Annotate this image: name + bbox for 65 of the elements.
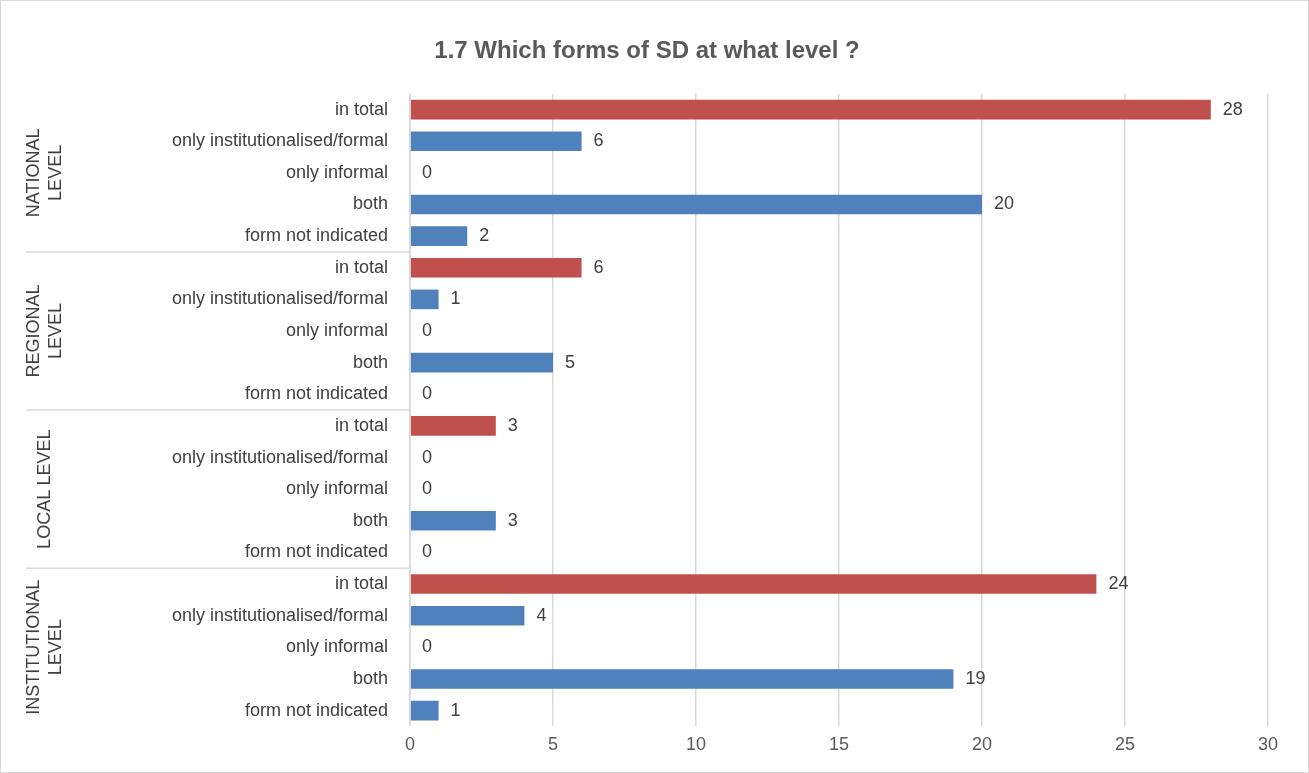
x-tick-label: 0 [404, 734, 416, 755]
bar [410, 257, 582, 278]
data-label: 6 [593, 130, 604, 151]
y-tick-label: only institutionalised/formal [171, 446, 388, 467]
bar [410, 700, 439, 721]
y-tick-label: only institutionalised/formal [171, 604, 388, 625]
data-label: 5 [565, 351, 576, 372]
y-tick-label: only informal [285, 636, 388, 657]
y-tick-label: both [352, 193, 388, 214]
bar [410, 99, 1211, 120]
bar [410, 574, 1097, 594]
y-tick-label: in total [334, 573, 388, 594]
y-tick-label: in total [334, 414, 388, 435]
data-label: 0 [422, 319, 433, 340]
bar [410, 194, 982, 215]
data-label: 1 [450, 288, 461, 309]
data-label: 0 [422, 446, 433, 467]
y-tick-label: both [352, 667, 388, 688]
y-tick-label: form not indicated [244, 383, 388, 404]
data-label: 6 [593, 256, 604, 277]
x-tick-label: 20 [971, 734, 993, 755]
bar [410, 511, 496, 531]
data-label: 28 [1222, 98, 1243, 119]
text: REGIONAL LEVEL [22, 284, 65, 378]
x-tick-label: 15 [828, 734, 850, 755]
y-tick-label: form not indicated [244, 225, 388, 246]
data-label: 4 [536, 604, 547, 625]
y-tick-label: both [352, 351, 388, 372]
data-label: 0 [422, 636, 433, 657]
bar [410, 226, 468, 246]
bar [410, 352, 553, 373]
data-label: 19 [965, 667, 986, 688]
y-tick-label: only informal [285, 478, 388, 499]
x-tick-label: 10 [685, 734, 707, 755]
y-tick-label: only institutionalised/formal [171, 288, 388, 309]
data-label: 2 [479, 225, 490, 246]
bar [410, 131, 582, 152]
data-label: 0 [422, 383, 433, 404]
text: INSTITUTIONAL LEVEL [22, 579, 65, 715]
data-label: 3 [507, 509, 518, 530]
y-tick-label: in total [334, 256, 388, 277]
data-label: 3 [507, 414, 518, 435]
y-tick-label: form not indicated [244, 541, 388, 562]
data-label: 0 [422, 541, 433, 562]
data-label: 24 [1108, 573, 1129, 594]
y-tick-label: form not indicated [244, 699, 388, 720]
bar [410, 669, 954, 689]
data-label: 0 [422, 478, 433, 499]
y-tick-label: only informal [285, 319, 388, 340]
chart-title: 1.7 Which forms of SD at what level ? [434, 36, 860, 64]
bar [410, 416, 496, 436]
data-label: 0 [422, 161, 433, 182]
data-label: 20 [994, 193, 1015, 214]
text: NATIONAL LEVEL [22, 128, 65, 218]
bar [410, 605, 525, 626]
y-tick-label: in total [334, 98, 388, 119]
x-tick-label: 5 [547, 734, 559, 755]
bar [410, 289, 439, 310]
y-tick-label: only institutionalised/formal [171, 130, 388, 151]
text: LOCAL LEVEL [33, 429, 54, 549]
data-label: 1 [450, 699, 461, 720]
x-tick-label: 30 [1257, 734, 1279, 755]
y-tick-label: both [352, 509, 388, 530]
y-tick-label: only informal [285, 161, 388, 182]
x-tick-label: 25 [1114, 734, 1136, 755]
